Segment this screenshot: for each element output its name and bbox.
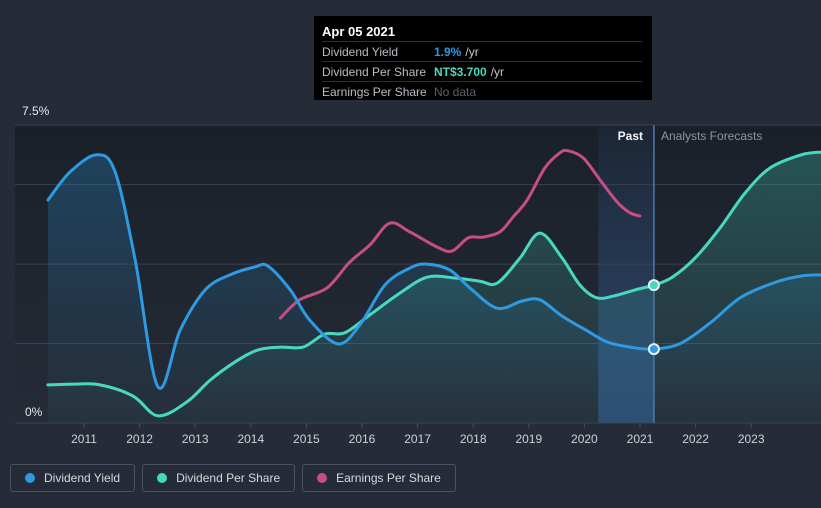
legend-color-dot [25,473,35,483]
legend-item-label: Earnings Per Share [336,471,441,485]
past-zone-label: Past [617,129,643,143]
x-axis-label-2013: 2013 [181,432,209,446]
x-axis-label-2016: 2016 [348,432,376,446]
tooltip-row-label: Dividend Per Share [322,64,427,79]
x-axis-label-2014: 2014 [237,432,265,446]
legend-color-dot [317,473,328,483]
legend-item-label: Dividend Yield [44,471,121,485]
x-axis-label-2018: 2018 [459,432,487,446]
legend-item-earnings-per-share[interactable]: Earnings Per Share [302,464,456,492]
chart-tooltip: Apr 05 2021 Dividend Yield 1.9%/yr Dividen… [314,16,652,102]
x-axis-label-2023: 2023 [737,432,765,446]
tooltip-row-value: No data [434,84,477,99]
x-axis-label-2011: 2011 [71,432,97,446]
tooltip-row-value: NT$3.700 [434,64,487,79]
x-axis-label-2019: 2019 [515,432,543,446]
series-line-dividend-per-share [46,150,821,418]
legend-item-dividend-yield[interactable]: Dividend Yield [10,464,136,492]
tooltip-row-label: Earnings Per Share [322,84,427,99]
tooltip-date: Apr 05 2021 [322,24,395,39]
tooltip-row-unit: /yr [490,64,505,79]
tooltip-row-dividend-yield: Dividend Yield 1.9%/yr [322,41,642,61]
x-axis-label-2015: 2015 [293,432,320,446]
x-axis-label-2012: 2012 [126,432,153,446]
analysts-forecasts-zone-label: Analysts Forecasts [661,129,763,143]
legend-item-label: Dividend Per Share [176,471,281,485]
y-axis-label-top: 7.5% [22,104,50,118]
chart-canvas[interactable] [0,0,821,455]
legend-color-dot [157,473,168,483]
tooltip-row-earnings-per-share: Earnings Per Share No data [322,81,642,101]
today-marker-dividend-yield[interactable] [647,343,660,356]
tooltip-rows: Dividend Yield 1.9%/yr Dividend Per Share N… [322,41,642,102]
tooltip-row-value: 1.9% [434,44,462,59]
series-line-dividend-yield [46,153,821,390]
chart-legend: Dividend Yield Dividend Per Share Earnings… [10,464,456,492]
today-marker-dividend-per-share[interactable] [647,279,660,292]
tooltip-row-dividend-per-share: Dividend Per Share NT$3.700/yr [322,61,642,81]
legend-item-dividend-per-share[interactable]: Dividend Per Share [142,464,296,492]
x-axis-label-2021: 2021 [626,432,654,446]
area-dividend-yield [47,154,821,423]
x-axis-label-2022: 2022 [682,432,709,446]
tooltip-row-label: Dividend Yield [322,44,399,59]
x-axis-label-2020: 2020 [571,432,598,446]
y-axis-label-bottom: 0% [25,405,43,419]
series-line-earnings-per-share [278,148,642,320]
x-axis-label-2017: 2017 [404,432,431,446]
tooltip-row-unit: /yr [465,44,479,59]
